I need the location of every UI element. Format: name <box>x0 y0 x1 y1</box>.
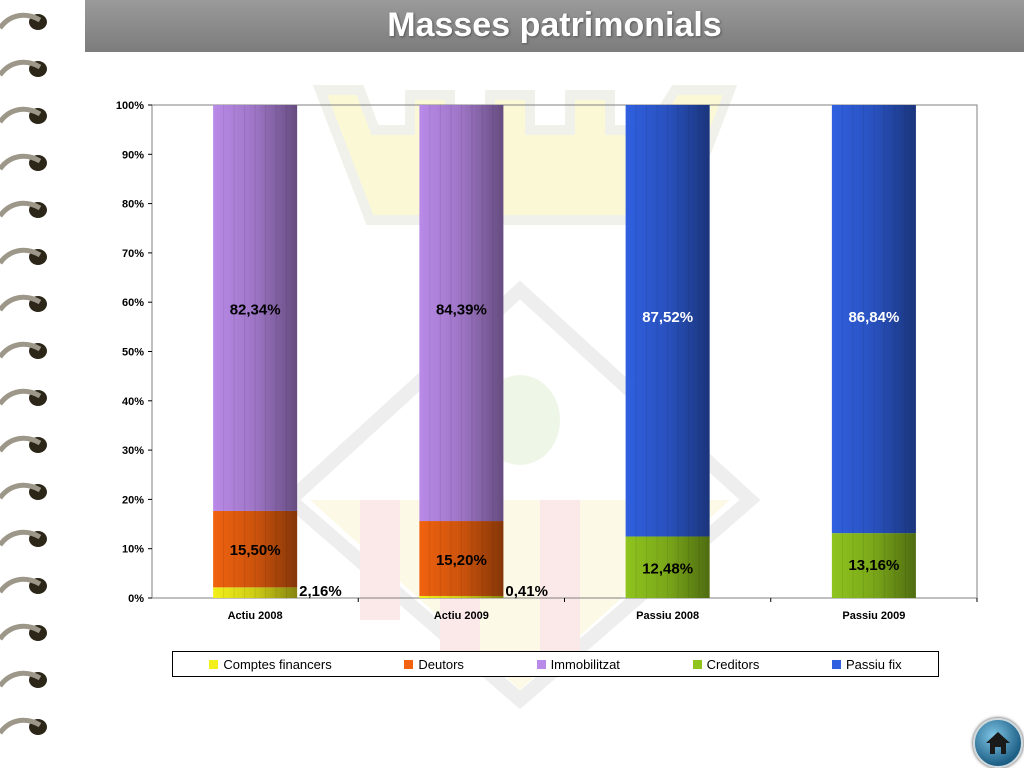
x-tick-label: Actiu 2008 <box>228 610 283 622</box>
home-button[interactable] <box>973 718 1023 768</box>
legend-label: Creditors <box>706 656 760 672</box>
legend-swatch <box>831 659 841 669</box>
y-tick-label: 50% <box>122 347 144 359</box>
legend-swatch <box>404 659 414 669</box>
legend-item-comptes-financers: Comptes financers <box>209 656 332 672</box>
data-label: 0,41% <box>505 583 548 600</box>
data-label: 15,50% <box>230 542 281 559</box>
y-tick-label: 100% <box>116 100 144 112</box>
binding-ring <box>0 153 47 171</box>
binding-ring <box>0 670 47 688</box>
stacked-bar-chart: 0% 10% 20% 30% 40% 50% 60% 70% 80% 90% 100% Actiu 2… <box>116 100 978 622</box>
y-tick-label: 20% <box>122 494 144 506</box>
data-label: 84,39% <box>436 302 487 319</box>
notebook-binding <box>0 12 47 735</box>
binding-ring <box>0 482 47 500</box>
binding-ring <box>0 576 47 594</box>
binding-ring <box>0 717 47 735</box>
binding-ring <box>0 12 47 30</box>
bar-segment-shading <box>625 105 710 537</box>
data-label: 13,16% <box>848 557 899 574</box>
y-tick-label: 90% <box>122 149 144 161</box>
legend-item-passiu-fix: Passiu fix <box>831 656 902 672</box>
y-tick-label: 10% <box>122 544 144 556</box>
legend-label: Deutors <box>418 656 464 672</box>
y-tick-label: 60% <box>122 297 144 309</box>
bar-segment-shading <box>213 510 298 588</box>
bar-segment-shading <box>213 105 298 511</box>
legend-label: Immobilitzat <box>550 656 620 672</box>
y-tick-label: 40% <box>122 396 144 408</box>
binding-ring <box>0 388 47 406</box>
legend-swatch <box>209 659 219 669</box>
page-title: Masses patrimonials <box>387 6 722 44</box>
legend-item-immobilitzat: Immobilitzat <box>536 656 620 672</box>
binding-ring <box>0 435 47 453</box>
bar-segment-shading <box>419 595 504 598</box>
binding-ring <box>0 623 47 641</box>
binding-ring <box>0 106 47 124</box>
data-label: 87,52% <box>642 309 693 326</box>
bar-segment-shading <box>831 105 916 534</box>
data-label: 12,48% <box>642 560 693 577</box>
binding-ring <box>0 341 47 359</box>
binding-ring <box>0 200 47 218</box>
legend-label: Comptes financers <box>223 656 332 672</box>
data-label: 82,34% <box>230 302 281 319</box>
legend-swatch <box>536 659 546 669</box>
y-tick-label: 80% <box>122 199 144 211</box>
data-label: 15,20% <box>436 552 487 569</box>
bar-segment-shading <box>625 536 710 598</box>
binding-ring <box>0 294 47 312</box>
home-icon <box>986 732 1010 754</box>
binding-ring <box>0 529 47 547</box>
data-label: 86,84% <box>848 309 899 326</box>
bar-segment-shading <box>419 105 504 522</box>
binding-ring <box>0 59 47 77</box>
x-tick-label: Actiu 2009 <box>434 610 489 622</box>
x-tick-label: Passiu 2008 <box>636 610 699 622</box>
binding-ring <box>0 247 47 265</box>
chart-legend: Comptes financers Deutors Immobilitzat C… <box>172 651 939 677</box>
title-bar: Masses patrimonials <box>85 0 1024 52</box>
x-tick-label: Passiu 2009 <box>842 610 905 622</box>
legend-item-creditors: Creditors <box>692 656 760 672</box>
legend-label: Passiu fix <box>845 656 902 672</box>
y-tick-label: 0% <box>128 593 144 605</box>
bar-segment-shading <box>213 587 298 598</box>
data-label: 2,16% <box>299 583 342 600</box>
y-tick-label: 70% <box>122 248 144 260</box>
legend-swatch <box>692 659 702 669</box>
legend-item-deutors: Deutors <box>404 657 464 672</box>
bar-segment-shading <box>419 521 504 596</box>
y-tick-label: 30% <box>122 445 144 457</box>
bar-segment-shading <box>831 533 916 598</box>
